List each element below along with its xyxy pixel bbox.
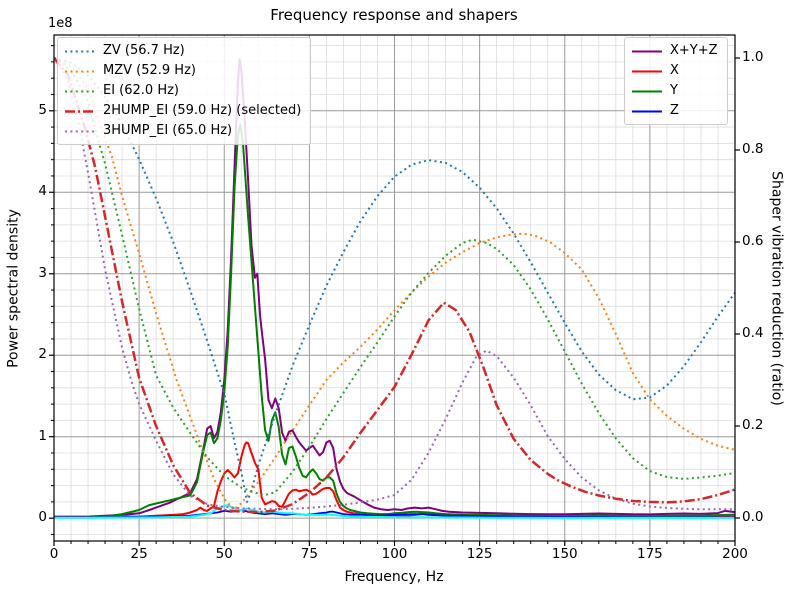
legend-line-sample: [65, 50, 95, 52]
legend-label: MZV (52.9 Hz): [103, 63, 196, 78]
legend-psd: X+Y+Z X Y Z: [624, 37, 728, 125]
legend-label: X+Y+Z: [670, 43, 718, 58]
legend-label: Z: [670, 103, 679, 118]
x-tick-label: 75: [300, 546, 318, 562]
y-left-tick-label: 4: [38, 183, 47, 200]
series-shaper-mzv: [54, 57, 735, 511]
legend-label: 2HUMP_EI (59.0 Hz) (selected): [103, 103, 302, 118]
x-tick-label: 200: [722, 546, 748, 562]
legend-item: Z: [632, 103, 718, 119]
x-tick-label: 0: [49, 546, 59, 562]
legend-line-sample: [65, 109, 95, 113]
series-psd-z: [54, 509, 735, 519]
y-right-tick-label: 0.4: [742, 325, 764, 341]
x-tick-label: 25: [130, 546, 148, 562]
series-psd-sum: [54, 58, 735, 518]
legend-label: X: [670, 63, 679, 78]
x-axis-label: Frequency, Hz: [344, 569, 444, 585]
x-tick-label: 100: [381, 546, 408, 562]
x-tick-label: 50: [215, 546, 233, 562]
legend-item: MZV (52.9 Hz): [65, 63, 301, 79]
series-after-shaper: [54, 504, 735, 519]
series-group: [54, 57, 735, 519]
series-psd-y: [54, 123, 735, 519]
series-shaper-ei: [54, 57, 735, 496]
y-right-tick-label: 0.8: [742, 141, 764, 157]
y-left-tick-label: 2: [38, 346, 47, 363]
legend-item: Y: [632, 83, 718, 99]
legend-label: 3HUMP_EI (65.0 Hz): [103, 123, 233, 138]
legend-item: EI (62.0 Hz): [65, 83, 301, 99]
chart-title: Frequency response and shapers: [270, 6, 518, 24]
y-left-tick-label: 5: [38, 101, 47, 118]
legend-line-sample: [632, 70, 662, 72]
y-left-tick-label: 1: [38, 427, 47, 444]
legend-shapers: ZV (56.7 Hz) MZV (52.9 Hz) EI (62.0 Hz) 2HU…: [57, 37, 312, 145]
y-right-tick-label: 0.0: [742, 509, 764, 525]
legend-label: EI (62.0 Hz): [103, 83, 180, 98]
legend-line-sample: [65, 90, 95, 92]
legend-line-sample: [65, 70, 95, 72]
x-tick-label: 175: [636, 546, 663, 562]
legend-item: 2HUMP_EI (59.0 Hz) (selected): [65, 103, 301, 119]
legend-line-sample: [632, 110, 662, 112]
legend-item: 3HUMP_EI (65.0 Hz): [65, 123, 301, 139]
y-left-tick-label: 0: [38, 509, 47, 526]
legend-item: X+Y+Z: [632, 43, 718, 59]
series-shaper-3hump-ei: [54, 57, 735, 511]
x-tick-label: 150: [551, 546, 578, 562]
y-right-tick-label: 0.2: [742, 417, 764, 433]
legend-line-sample: [632, 90, 662, 92]
series-shaper-2hump-ei-selected: [54, 57, 735, 514]
x-tick-label: 125: [466, 546, 493, 562]
legend-label: ZV (56.7 Hz): [103, 43, 185, 58]
y-left-tick-label: 3: [38, 264, 47, 281]
legend-line-sample: [65, 130, 95, 132]
legend-line-sample: [632, 50, 662, 52]
y-axis-offset-label: 1e8: [48, 16, 73, 31]
y-right-tick-label: 0.6: [742, 233, 764, 249]
series-shaper-zv: [54, 57, 735, 503]
y-right-tick-label: 1.0: [742, 49, 764, 65]
legend-label: Y: [670, 83, 678, 98]
legend-item: ZV (56.7 Hz): [65, 43, 301, 59]
y-axis-label-right: Shaper vibration reduction (ratio): [768, 171, 785, 406]
legend-item: X: [632, 63, 718, 79]
